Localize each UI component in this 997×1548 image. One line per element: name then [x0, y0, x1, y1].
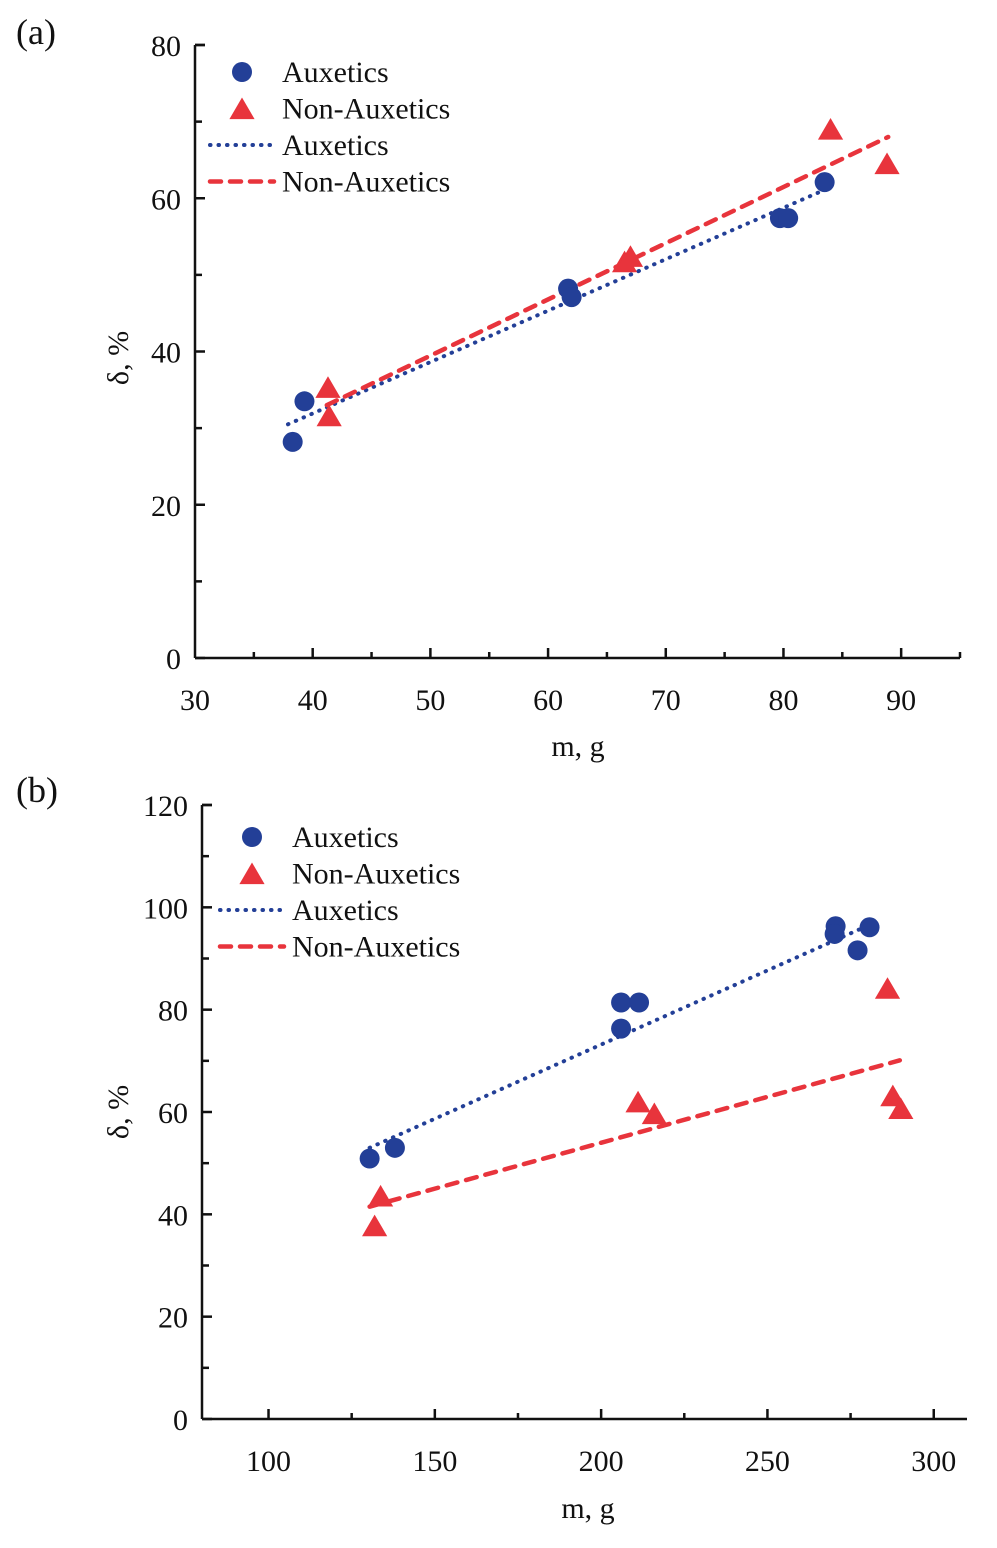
legend-entry: Non-Auxetics	[217, 931, 460, 964]
legend-entry: Non-Auxetics	[239, 858, 460, 891]
panel-label: (b)	[16, 770, 58, 810]
data-point-non-auxetics	[315, 376, 341, 398]
y-tick-label: 40	[158, 1199, 188, 1232]
x-tick-label: 70	[651, 684, 681, 717]
data-point-auxetics	[629, 992, 650, 1013]
legend-label: Non-Auxetics	[282, 166, 450, 199]
legend-triangle-marker	[239, 862, 265, 885]
axes: 30 40 50 60 70 80 90 0 20 40 60 80	[151, 30, 962, 717]
x-tick-label: 250	[745, 1445, 790, 1478]
data-point-auxetics	[824, 923, 845, 944]
legend-circle-marker	[242, 827, 262, 847]
fit-lines	[367, 921, 903, 1209]
data-point-auxetics	[611, 992, 632, 1013]
data-points	[282, 118, 900, 452]
legend-circle-marker	[232, 62, 252, 82]
fit-line-non-auxetics	[324, 134, 891, 408]
y-tick-label: 100	[143, 892, 188, 925]
data-point-auxetics	[359, 1148, 380, 1169]
x-tick-label: 200	[579, 1445, 624, 1478]
data-point-non-auxetics	[362, 1214, 388, 1237]
data-point-auxetics	[847, 940, 868, 961]
y-axis-title: δ, %	[102, 331, 135, 385]
data-point-non-auxetics	[617, 245, 644, 267]
axes: 100 150 200 250 300 0 20 40 60 80 100 120	[143, 790, 967, 1478]
x-axis-title: m, g	[551, 730, 604, 763]
legend-label: Auxetics	[282, 56, 389, 89]
fit-lines	[285, 134, 891, 427]
data-point-auxetics	[611, 1018, 632, 1039]
data-point-auxetics	[859, 917, 880, 938]
legend-triangle-marker	[229, 97, 255, 120]
legend-entry: Auxetics	[242, 821, 399, 854]
legend-entry: Non-Auxetics	[207, 166, 450, 199]
y-axis-title: δ, %	[102, 1085, 135, 1139]
y-tick-label: 0	[173, 1404, 188, 1437]
legend-entry: Auxetics	[218, 894, 399, 927]
data-point-auxetics	[282, 431, 303, 452]
y-tick-label: 80	[158, 995, 188, 1028]
panel-b: (b) 100 150 200 250 300 0 20 40 60 80 100 120 Auxet…	[16, 770, 967, 1525]
data-point-non-auxetics	[888, 1097, 914, 1120]
legend-entry: Non-Auxetics	[229, 93, 450, 126]
data-point-non-auxetics	[874, 152, 900, 175]
legend-label: Auxetics	[292, 894, 399, 927]
x-tick-label: 30	[180, 684, 210, 717]
data-point-non-auxetics	[316, 404, 342, 427]
x-tick-label: 90	[886, 684, 916, 717]
legend-label: Auxetics	[292, 821, 399, 854]
x-tick-label: 80	[768, 684, 798, 717]
fit-line-auxetics	[367, 921, 875, 1150]
x-tick-label: 40	[298, 684, 328, 717]
data-point-auxetics	[384, 1137, 405, 1158]
legend-label: Auxetics	[282, 129, 389, 162]
y-tick-label: 20	[151, 490, 181, 523]
data-point-auxetics	[561, 287, 582, 308]
y-tick-label: 60	[158, 1097, 188, 1130]
data-points	[359, 916, 914, 1237]
x-axis-title: m, g	[561, 1492, 614, 1525]
legend-label: Non-Auxetics	[292, 931, 460, 964]
data-point-auxetics	[294, 391, 315, 412]
x-tick-label: 50	[415, 684, 445, 717]
y-tick-label: 60	[151, 183, 181, 216]
y-tick-label: 120	[143, 790, 188, 823]
fit-line-non-auxetics	[367, 1058, 903, 1209]
legend-label: Non-Auxetics	[292, 858, 460, 891]
legend-entry: Auxetics	[232, 56, 389, 89]
x-tick-label: 150	[412, 1445, 457, 1478]
x-tick-label: 300	[911, 1445, 956, 1478]
legend-entry: Auxetics	[208, 129, 389, 162]
data-point-non-auxetics	[874, 977, 901, 999]
data-point-auxetics	[778, 208, 799, 229]
y-tick-label: 20	[158, 1302, 188, 1335]
data-point-non-auxetics	[625, 1090, 651, 1113]
data-point-non-auxetics	[817, 118, 844, 140]
fit-line-auxetics	[285, 187, 827, 427]
x-tick-label: 60	[533, 684, 563, 717]
panel-label: (a)	[16, 12, 56, 52]
y-tick-label: 0	[166, 643, 181, 676]
data-point-non-auxetics	[368, 1184, 394, 1207]
legend-label: Non-Auxetics	[282, 93, 450, 126]
x-tick-label: 100	[246, 1445, 291, 1478]
data-point-non-auxetics	[641, 1102, 667, 1125]
data-point-auxetics	[814, 172, 835, 193]
y-tick-label: 40	[151, 337, 181, 370]
y-tick-label: 80	[151, 30, 181, 63]
